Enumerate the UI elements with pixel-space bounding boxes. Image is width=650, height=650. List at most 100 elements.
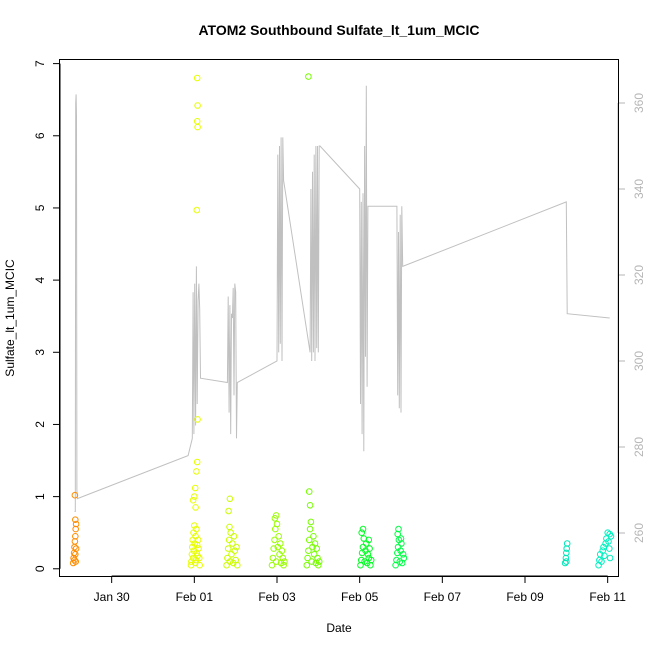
data-point (193, 458, 201, 466)
data-point (605, 538, 612, 545)
data-point (278, 547, 286, 555)
x-tick-label: Feb 01 (176, 590, 214, 604)
y-tick-label: 1 (33, 493, 47, 500)
data-point (71, 491, 79, 499)
data-point (225, 507, 232, 515)
y-tick-label: 2 (33, 421, 47, 428)
data-point (225, 536, 233, 544)
data-point (400, 554, 408, 562)
data-point (395, 525, 402, 533)
data-point (270, 545, 278, 552)
data-point (194, 536, 202, 544)
data-point (364, 551, 372, 558)
y-tick-label: 0 (33, 565, 47, 572)
data-point (192, 504, 199, 511)
data-point (72, 558, 79, 565)
x-tick-label: Feb 11 (589, 590, 626, 604)
data-point (191, 493, 198, 500)
data-point (303, 561, 311, 569)
x-tick-label: Jan 30 (94, 590, 130, 604)
data-point (315, 558, 323, 565)
data-point (223, 561, 230, 569)
data-point (194, 416, 201, 423)
data-point (268, 561, 276, 569)
data-point (196, 554, 203, 562)
data-point (227, 529, 234, 537)
data-point (275, 533, 283, 540)
y-tick-label: 7 (33, 60, 47, 67)
data-point (193, 525, 200, 533)
data-point (398, 540, 405, 547)
data-point (229, 540, 236, 547)
y2-tick-label: 300 (632, 351, 646, 371)
data-point (193, 206, 201, 214)
data-point (563, 558, 570, 565)
secondary-line-series (74, 85, 610, 512)
data-point (393, 556, 400, 564)
data-point (310, 533, 317, 540)
data-point (397, 535, 405, 542)
x-tick-label: Feb 03 (258, 590, 296, 604)
y2-tick-label: 360 (632, 93, 646, 113)
data-point (193, 549, 201, 557)
data-point (195, 545, 202, 552)
data-point (272, 512, 280, 519)
chart-title: ATOM2 Southbound Sulfate_lt_1um_MCIC (198, 22, 479, 38)
data-point (359, 525, 367, 533)
y2-tick-label: 280 (632, 437, 646, 457)
y-tick-label: 6 (33, 132, 47, 139)
data-point (399, 551, 407, 558)
secondary-series-line (74, 85, 610, 512)
data-point (561, 559, 569, 567)
x-axis-label: Date (326, 621, 352, 635)
data-point (269, 554, 277, 562)
data-point (194, 102, 201, 109)
data-point (72, 545, 80, 552)
data-point (305, 536, 313, 544)
data-point (188, 558, 195, 565)
data-point (606, 554, 614, 562)
data-point (394, 530, 402, 538)
data-point (563, 549, 570, 557)
y-tick-label: 4 (33, 276, 47, 283)
data-point (279, 554, 287, 562)
data-point (365, 536, 373, 544)
data-point (366, 545, 373, 552)
data-point (233, 543, 240, 551)
data-point (193, 74, 201, 82)
y2-tick-label: 320 (632, 265, 646, 285)
axes: Jan 30 Feb 01 Feb 03 Feb 05 Feb 07 Feb 09 Feb … (33, 60, 646, 604)
data-point (315, 561, 322, 569)
data-point (358, 556, 365, 564)
data-point (226, 558, 234, 565)
data-point (307, 518, 315, 526)
x-tick-label: Feb 09 (506, 590, 544, 604)
data-point (606, 530, 614, 538)
data-point (194, 123, 201, 131)
data-point (72, 516, 79, 524)
data-point (304, 554, 311, 562)
x-tick-label: Feb 07 (424, 590, 462, 604)
data-point (601, 552, 608, 560)
data-point (306, 525, 314, 533)
y2-tick-label: 260 (632, 523, 646, 543)
data-point (598, 558, 605, 565)
data-point (306, 502, 314, 509)
data-point (189, 496, 197, 504)
data-point (305, 73, 312, 80)
y2-tick-label: 340 (632, 179, 646, 199)
data-point (280, 561, 287, 569)
data-point (191, 484, 199, 492)
data-point (314, 554, 321, 562)
data-point (358, 529, 366, 537)
data-point (305, 488, 313, 495)
data-point (193, 468, 200, 475)
y-axis-label: Sulfate_lt_1um_MCIC (3, 259, 17, 377)
data-point (224, 545, 232, 552)
y-tick-label: 3 (33, 349, 47, 356)
data-point (273, 520, 281, 528)
data-point (310, 551, 318, 558)
data-point (72, 520, 80, 528)
data-point (277, 540, 284, 547)
